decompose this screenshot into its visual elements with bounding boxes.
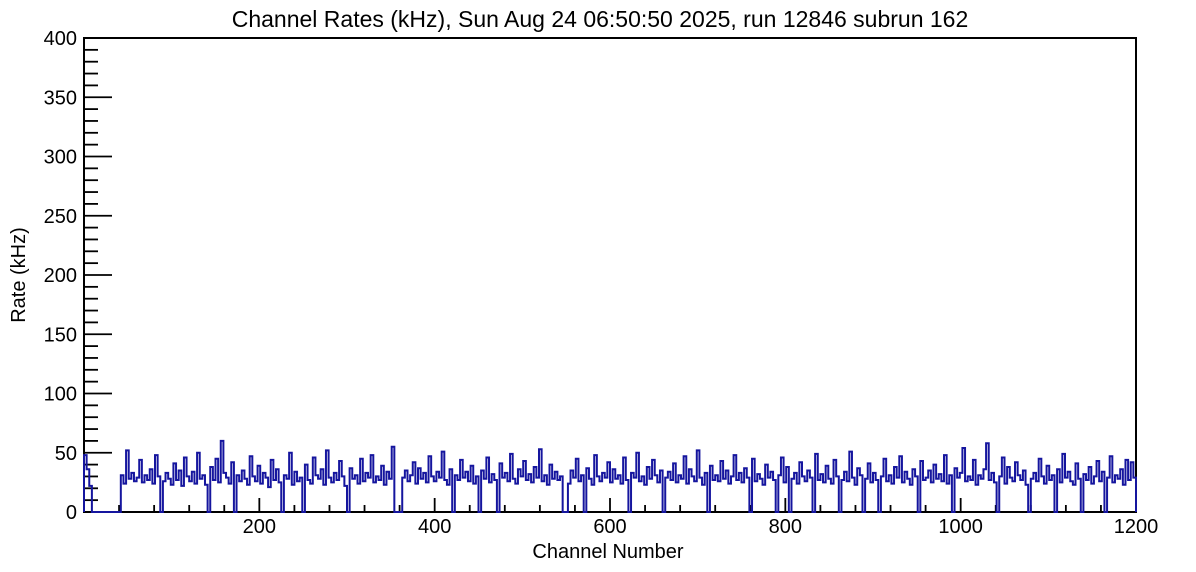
chart-title: Channel Rates (kHz), Sun Aug 24 06:50:50… [232,6,969,32]
x-tick-label: 400 [418,516,451,538]
axis-tick-labels: 0 50 100 150 200 250 300 350 400 200 400 600 800 1000… [44,28,1159,538]
y-tick-label: 350 [44,87,77,109]
x-tick-label: 800 [769,516,802,538]
x-tick-label: 1000 [938,516,983,538]
x-tick-label: 1200 [1114,516,1159,538]
y-tick-label: 150 [44,324,77,346]
x-tick-label: 200 [243,516,276,538]
x-axis-title: Channel Number [532,541,684,563]
y-tick-label: 250 [44,206,77,228]
y-tick-label: 100 [44,384,77,406]
y-tick-label: 400 [44,28,77,50]
histogram-line [83,439,1137,513]
plot-frame [83,37,1137,513]
y-tick-label: 200 [44,265,77,287]
axis-ticks [83,37,1137,513]
y-tick-label: 300 [44,147,77,169]
x-tick-label: 600 [593,516,626,538]
y-axis-title: Rate (kHz) [8,227,30,323]
y-tick-label: 0 [66,502,77,524]
y-tick-label: 50 [55,443,77,465]
